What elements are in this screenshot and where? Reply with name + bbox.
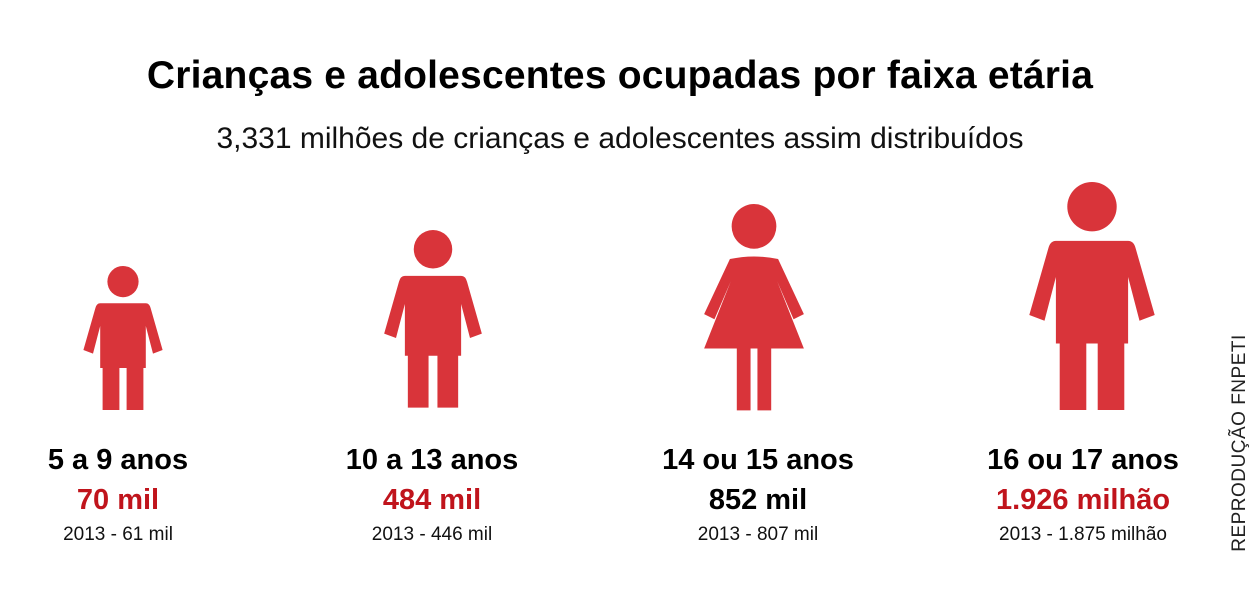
person-icon-girl (704, 204, 804, 411)
chart-title: Crianças e adolescentes ocupadas por fai… (146, 54, 1094, 97)
value-label: 484 mil (382, 484, 482, 516)
value-label: 1.926 milhão (995, 484, 1171, 516)
person-icon-man (1029, 182, 1155, 410)
group-10-13: 10 a 13 anos 484 mil 2013 - 446 mil (282, 440, 582, 550)
head-shape (107, 266, 139, 298)
photo-credit: REPRODUÇÃO FNPETI (1228, 300, 1252, 585)
category-label: 5 a 9 anos (47, 444, 189, 476)
body-shape (384, 275, 482, 408)
previous-label: 2013 - 1.875 milhão (999, 524, 1167, 545)
group-14-15: 14 ou 15 anos 852 mil 2013 - 807 mil (608, 440, 908, 550)
figures-area (83, 182, 1155, 411)
person-icon-boy (384, 230, 482, 408)
category-label: 16 ou 17 anos (987, 444, 1179, 476)
previous-label: 2013 - 61 mil (63, 524, 173, 545)
chart-subtitle: 3,331 milhões de crianças e adolescentes… (216, 122, 1024, 155)
head-shape (1067, 182, 1117, 232)
value-label: 852 mil (708, 484, 808, 516)
category-label: 14 ou 15 anos (662, 444, 854, 476)
previous-label: 2013 - 446 mil (371, 524, 493, 545)
head-shape (731, 204, 777, 249)
value-label: 70 mil (76, 484, 160, 516)
group-16-17: 16 ou 17 anos 1.926 milhão 2013 - 1.875 … (933, 440, 1233, 550)
category-label: 10 a 13 anos (345, 444, 519, 476)
body-shape (1029, 240, 1155, 410)
body-shape (704, 256, 804, 411)
previous-label: 2013 - 807 mil (697, 524, 819, 545)
group-5-9: 5 a 9 anos 70 mil 2013 - 61 mil (0, 440, 268, 550)
person-icon-boy (83, 266, 163, 410)
head-shape (413, 230, 453, 269)
body-shape (83, 303, 163, 410)
credit-text: REPRODUÇÃO FNPETI (1229, 333, 1250, 552)
